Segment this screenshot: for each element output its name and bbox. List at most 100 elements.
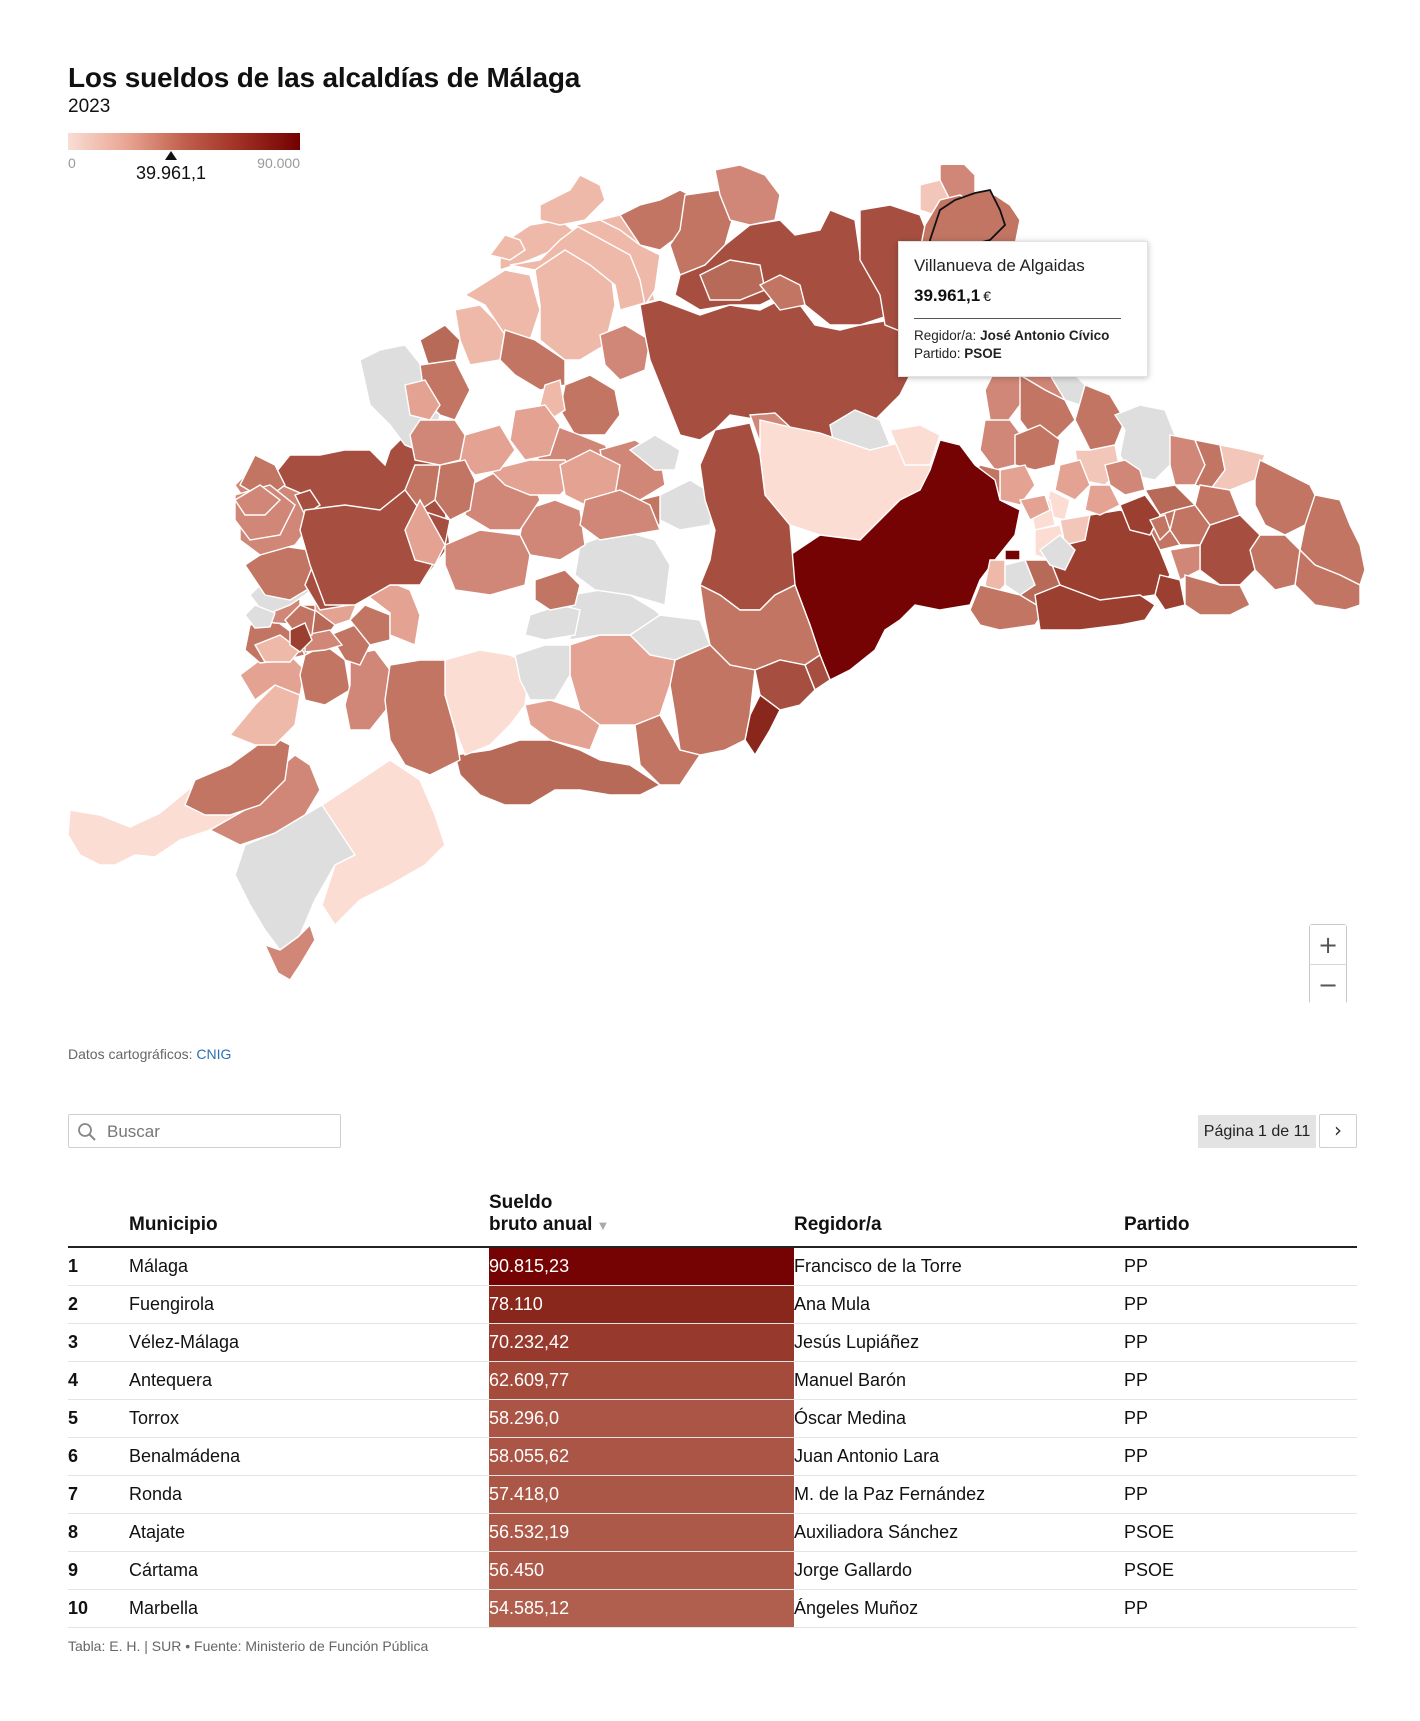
- map-region-alora-south[interactable]: [579, 489, 661, 541]
- map-region-alpandeire[interactable]: [328, 624, 371, 666]
- next-page-button[interactable]: ›: [1319, 1114, 1357, 1148]
- map-region-marbella[interactable]: [454, 739, 662, 806]
- map-region-iznate[interactable]: [1154, 574, 1186, 611]
- sueldo-cell: 56.532,19: [489, 1513, 794, 1552]
- regidor-cell: Jesús Lupiáñez: [794, 1323, 1124, 1362]
- map-region-cortes-east[interactable]: [244, 604, 276, 629]
- map-region-manilva[interactable]: [263, 923, 316, 981]
- map-region-tolox-north[interactable]: [524, 604, 581, 641]
- map-region-cortes[interactable]: [253, 634, 302, 663]
- sueldo-header[interactable]: Sueldo bruto anual ▼: [489, 1168, 794, 1248]
- map-region-ojen[interactable]: [634, 714, 702, 786]
- map-region-sayalonga[interactable]: [1194, 484, 1241, 526]
- sueldo-header-line2: bruto anual: [489, 1214, 593, 1235]
- map-region-macharaviaya[interactable]: [1149, 514, 1171, 542]
- zoom-divider: [1310, 964, 1346, 965]
- zoom-in-button[interactable]: +: [1310, 925, 1346, 964]
- regidor-header[interactable]: Regidor/a: [794, 1168, 1124, 1248]
- map-region-jimera[interactable]: [228, 684, 301, 746]
- map-region-rincon-inner[interactable]: [1004, 559, 1036, 596]
- tooltip-value: 39.961,1 €: [914, 286, 1132, 306]
- map-region-olias[interactable]: [1039, 534, 1076, 571]
- map-region-serrato-2[interactable]: [404, 464, 441, 511]
- map-region-antequera[interactable]: [639, 299, 916, 441]
- map-region-tolox[interactable]: [384, 659, 461, 776]
- map-region-alcaucin[interactable]: [1113, 404, 1176, 481]
- table-row: 3 Vélez-Málaga 70.232,42 Jesús Lupiáñez PP: [68, 1323, 1357, 1362]
- rank-cell: 8: [68, 1513, 129, 1552]
- table-row: 10 Marbella 54.585,12 Ángeles Muñoz PP: [68, 1589, 1357, 1628]
- rank-cell: 6: [68, 1437, 129, 1476]
- map-region-valle-norte[interactable]: [758, 274, 806, 311]
- map-region-totalan-2[interactable]: [1018, 494, 1051, 521]
- map-region-nerja[interactable]: [1294, 548, 1361, 611]
- map-region-velez-coast[interactable]: [1034, 584, 1156, 631]
- map-region-cutar[interactable]: [1054, 459, 1091, 501]
- credit-prefix: Datos cartográficos:: [68, 1046, 193, 1062]
- municipio-header[interactable]: Municipio: [129, 1168, 489, 1248]
- map-region-salares[interactable]: [1254, 458, 1321, 536]
- map-region-frigiliana[interactable]: [1249, 534, 1301, 591]
- regidor-cell: Auxiliadora Sánchez: [794, 1513, 1124, 1552]
- map-region-el-burgo[interactable]: [444, 529, 531, 596]
- tooltip-party-label: Partido:: [914, 346, 961, 361]
- map-region-olvera[interactable]: [404, 498, 446, 566]
- map-region-casares[interactable]: [234, 804, 356, 951]
- map-region-sedella[interactable]: [1208, 444, 1266, 491]
- map-region-almogia-north[interactable]: [1014, 424, 1061, 471]
- map-region-fuente-north[interactable]: [488, 234, 526, 261]
- table-row: 5 Torrox 58.296,0 Óscar Medina PP: [68, 1399, 1357, 1438]
- search-input[interactable]: [105, 1116, 339, 1148]
- chart-subtitle: 2023: [68, 96, 111, 117]
- map-region-igualeja[interactable]: [304, 629, 344, 653]
- map-region-canete-2[interactable]: [409, 419, 466, 466]
- map-region-fuente-piedra[interactable]: [559, 374, 621, 436]
- sueldo-cell: 56.450: [489, 1551, 794, 1590]
- rank-cell: 3: [68, 1323, 129, 1362]
- choropleth-map[interactable]: [60, 165, 1370, 1035]
- map-region-benamocarra[interactable]: [1169, 544, 1201, 581]
- rank-header: [68, 1168, 129, 1248]
- partido-cell: PP: [1124, 1475, 1357, 1514]
- map-region-yunquera[interactable]: [534, 569, 581, 611]
- map-region-malaga[interactable]: [789, 439, 1021, 681]
- table-row: 8 Atajate 56.532,19 Auxiliadora Sánchez PSOE: [68, 1513, 1357, 1552]
- credit-link[interactable]: CNIG: [196, 1046, 232, 1062]
- map-region-jubrique[interactable]: [344, 649, 391, 731]
- map-region-benadalid[interactable]: [289, 622, 313, 653]
- map-region-ardales[interactable]: [628, 434, 681, 471]
- map-region-almargen[interactable]: [463, 269, 541, 341]
- map-region-martin-tejada[interactable]: [539, 174, 606, 226]
- map-region-totalan-coast[interactable]: [969, 584, 1046, 631]
- partido-cell: PP: [1124, 1247, 1357, 1286]
- map-region-benamargosa[interactable]: [1104, 459, 1146, 496]
- regidor-cell: Francisco de la Torre: [794, 1247, 1124, 1286]
- map-region-isla[interactable]: [321, 759, 446, 927]
- zoom-out-button[interactable]: −: [1310, 965, 1346, 1004]
- table-row: 2 Fuengirola 78.110 Ana Mula PP: [68, 1285, 1357, 1324]
- map-region-benalmadena[interactable]: [754, 659, 816, 711]
- map-region-comares[interactable]: [1084, 484, 1121, 516]
- tooltip-party-line: Partido: PSOE: [914, 345, 1132, 363]
- map-region-riogordo[interactable]: [1019, 373, 1076, 441]
- map-region-el-borge[interactable]: [1184, 574, 1251, 616]
- map-region-setenil-2[interactable]: [404, 379, 441, 421]
- partido-cell: PP: [1124, 1589, 1357, 1628]
- map-region-valle-west[interactable]: [509, 404, 561, 461]
- partido-header[interactable]: Partido: [1124, 1168, 1357, 1248]
- map-region-guaro[interactable]: [514, 644, 571, 701]
- map-region-cuevas-becerro[interactable]: [234, 484, 282, 516]
- map-region-almogia-east[interactable]: [889, 424, 941, 466]
- pagination-label: Página 1 de 11: [1198, 1115, 1316, 1148]
- zoom-control: + −: [1309, 924, 1347, 1004]
- map-region-benahavis[interactable]: [184, 734, 291, 816]
- map-region-cuevas-bajas[interactable]: [714, 165, 781, 226]
- map-region-mijas[interactable]: [669, 644, 756, 756]
- map-region-malaga-enclave[interactable]: [1004, 549, 1021, 561]
- sort-descending-icon[interactable]: ▼: [596, 1218, 610, 1233]
- map-region-mollina-north[interactable]: [572, 219, 661, 307]
- municipio-cell: Málaga: [129, 1247, 489, 1286]
- sueldo-cell: 58.296,0: [489, 1399, 794, 1438]
- map-region-monda[interactable]: [524, 699, 601, 751]
- map-region-humilladero[interactable]: [599, 324, 651, 381]
